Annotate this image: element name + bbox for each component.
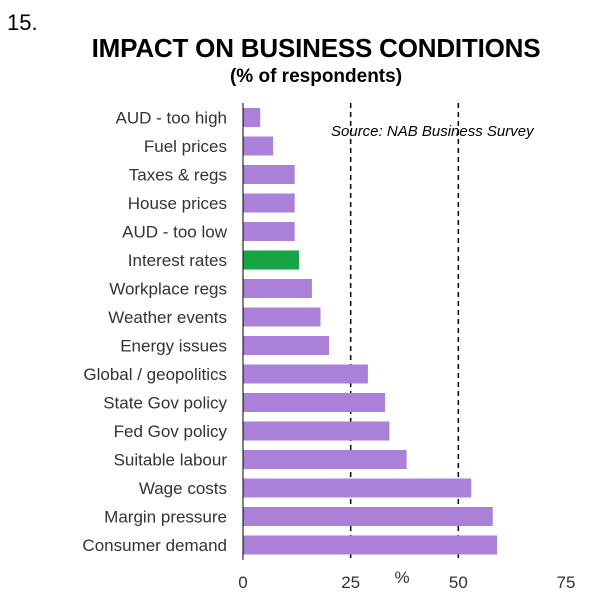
bar-taxes-regs xyxy=(243,165,295,184)
bar-interest-rates xyxy=(243,250,299,270)
bar-margin-pressure xyxy=(243,507,493,526)
category-label-fuel-prices: Fuel prices xyxy=(144,137,227,156)
chart-subtitle: (% of respondents) xyxy=(229,66,403,87)
bar-weather-events xyxy=(243,307,321,327)
bar-suitable-labour xyxy=(243,450,407,469)
category-label-fed-gov-policy: Fed Gov policy xyxy=(114,422,228,441)
bar-consumer-demand xyxy=(243,535,498,555)
category-label-wage-costs: Wage costs xyxy=(139,479,227,498)
source-note: Source: NAB Business Survey xyxy=(331,123,535,140)
bar-energy-issues xyxy=(243,336,330,355)
category-label-interest-rates: Interest rates xyxy=(128,251,227,270)
category-label-aud-too-high: AUD - too high xyxy=(116,109,228,128)
x-tick-label-50: 50 xyxy=(449,573,468,592)
category-label-taxes-regs: Taxes & regs xyxy=(129,166,227,185)
category-label-aud-too-low: AUD - too low xyxy=(122,223,228,242)
category-label-global-geopolitics: Global / geopolitics xyxy=(83,365,227,384)
bar-house-prices xyxy=(243,193,295,213)
bar-fuel-prices xyxy=(243,136,274,156)
category-label-workplace-regs: Workplace regs xyxy=(109,280,227,299)
x-tick-label-0: 0 xyxy=(238,573,247,592)
x-axis-label: % xyxy=(394,568,409,587)
category-label-suitable-labour: Suitable labour xyxy=(114,451,228,470)
bar-aud-too-low xyxy=(243,222,295,241)
category-label-weather-events: Weather events xyxy=(108,308,227,327)
category-label-margin-pressure: Margin pressure xyxy=(104,508,227,527)
category-label-energy-issues: Energy issues xyxy=(120,337,227,356)
x-tick-label-75: 75 xyxy=(557,573,576,592)
bar-fed-gov-policy xyxy=(243,421,390,441)
bar-workplace-regs xyxy=(243,279,312,298)
chart-title: IMPACT ON BUSINESS CONDITIONS xyxy=(91,33,541,63)
bar-state-gov-policy xyxy=(243,393,386,412)
bar-aud-too-high xyxy=(243,108,261,127)
bar-wage-costs xyxy=(243,478,472,498)
category-label-house-prices: House prices xyxy=(128,194,227,213)
slide-number: 15. xyxy=(7,10,38,35)
x-tick-label-25: 25 xyxy=(341,573,360,592)
plot-area: AUD - too high Fuel prices Taxes & regs Hou… xyxy=(82,103,575,592)
category-label-consumer-demand: Consumer demand xyxy=(82,536,227,555)
category-label-state-gov-policy: State Gov policy xyxy=(103,394,227,413)
bar-global-geopolitics xyxy=(243,364,368,384)
